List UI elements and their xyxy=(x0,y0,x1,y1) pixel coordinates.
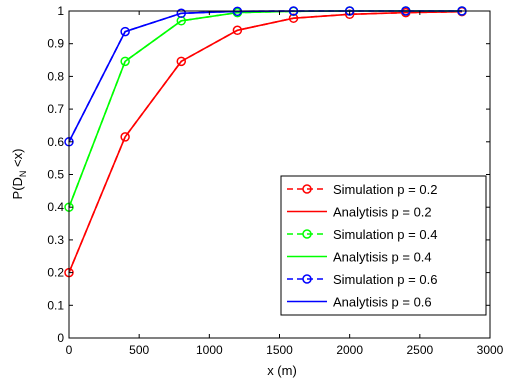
y-axis-label: P(DN <x) xyxy=(10,149,28,200)
legend-box xyxy=(280,175,487,316)
x-tick-label: 500 xyxy=(129,343,149,357)
y-tick-label: 0.8 xyxy=(47,69,64,83)
legend-entry: Analytisis p = 0.6 xyxy=(287,295,432,310)
legend-entry: Simulation p = 0.6 xyxy=(287,272,437,287)
x-tick-label: 2500 xyxy=(406,343,433,357)
legend: Simulation p = 0.2 Analytisis p = 0.2 Simu… xyxy=(280,175,487,316)
data-point-marker xyxy=(176,56,187,67)
data-point-marker xyxy=(120,26,130,37)
series-line-2 xyxy=(68,10,462,273)
x-tick-label: 1500 xyxy=(266,343,293,357)
legend-label: Analytisis p = 0.2 xyxy=(333,205,432,220)
legend-entry: Simulation p = 0.4 xyxy=(287,227,437,242)
y-tick-label: 0.7 xyxy=(47,102,64,116)
legend-entry: Simulation p = 0.2 xyxy=(287,182,437,197)
legend-label: Analytisis p = 0.4 xyxy=(333,250,432,265)
data-point-marker xyxy=(232,25,243,36)
y-tick-label: 1 xyxy=(57,4,64,18)
legend-entry: Analytisis p = 0.4 xyxy=(287,250,432,265)
axes-layer: 0 500 1000 1500 2000 2500 3000 0 0.1 0.2 0.3 0.4 0.5… xyxy=(47,4,503,357)
y-tick-label: 0.3 xyxy=(47,233,64,247)
legend-marker xyxy=(302,229,312,239)
legend-marker xyxy=(302,274,312,284)
legend-label: Simulation p = 0.6 xyxy=(333,272,437,287)
y-tick-label: 0.9 xyxy=(47,37,64,51)
x-tick-label: 3000 xyxy=(477,343,504,357)
data-point-marker xyxy=(120,132,130,142)
y-tick-label: 0 xyxy=(57,331,64,345)
y-tick-label: 0.1 xyxy=(47,298,64,312)
y-tick-label: 0.2 xyxy=(47,266,64,280)
y-tick-label: 0.6 xyxy=(47,135,64,149)
y-tick-label: 0.5 xyxy=(47,168,64,182)
x-axis-label: x (m) xyxy=(267,363,297,378)
legend-label: Simulation p = 0.4 xyxy=(333,227,437,242)
x-tick-label: 2000 xyxy=(336,343,363,357)
legend-marker xyxy=(302,184,312,194)
x-tick-label: 0 xyxy=(66,343,73,357)
y-tick-label: 0.4 xyxy=(47,200,64,214)
legend-label: Simulation p = 0.2 xyxy=(333,182,437,197)
x-tick-label: 1000 xyxy=(196,343,223,357)
legend-entry: Analytisis p = 0.2 xyxy=(287,205,432,220)
data-point-marker xyxy=(120,56,130,67)
legend-label: Analytisis p = 0.6 xyxy=(333,295,432,310)
